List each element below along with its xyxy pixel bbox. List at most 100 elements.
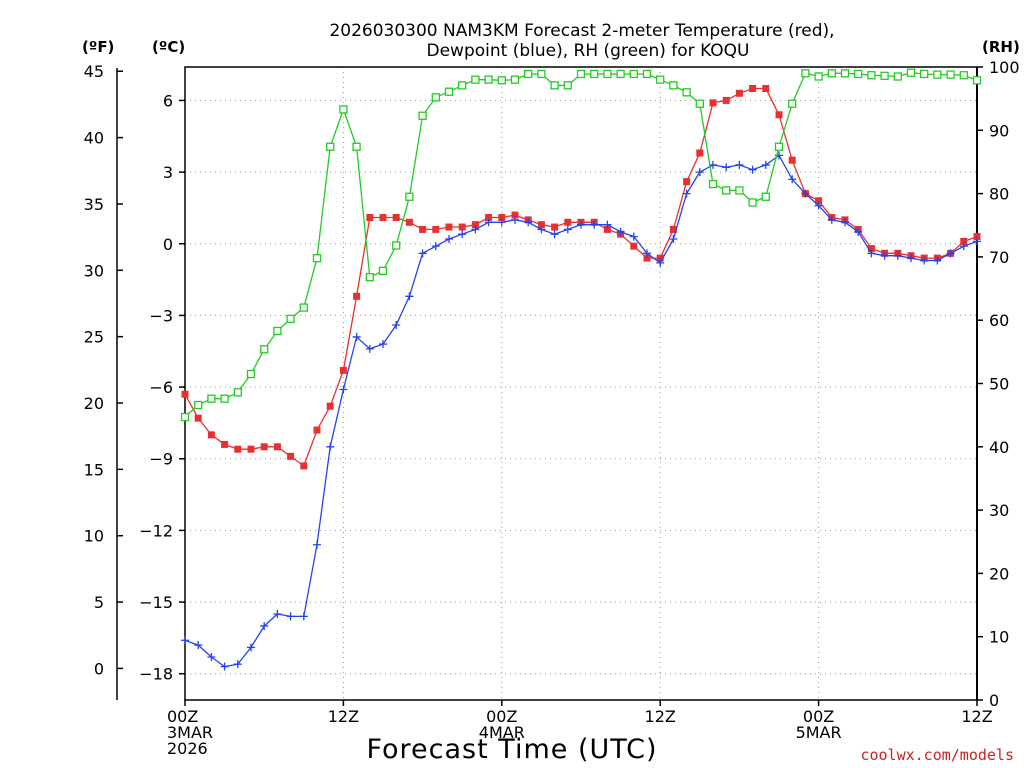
celsius-tick-label: −3 [149,306,173,325]
dewpoint-point [484,218,493,227]
dewpoint-point [801,189,810,198]
dewpoint-point [563,225,572,234]
temperature-point [775,111,783,119]
temperature-point [762,84,770,92]
x-tick-label: 4MAR [479,723,525,742]
rh-point [906,68,916,77]
rh-point [774,142,784,151]
dewpoint-point [352,332,361,341]
x-tick-label: 12Z [328,707,359,726]
temperature-point [973,233,981,241]
temperature-point [485,213,493,221]
dewpoint-point [326,442,335,451]
temperature-point [960,237,968,245]
temperature-line [184,87,978,467]
rh-point [365,273,374,282]
temperature-point [722,96,730,104]
x-tick-label: 12Z [645,707,676,726]
rh-point [458,81,467,90]
rh-point [682,88,691,97]
temperature-point [221,440,229,448]
temperature-point [630,242,638,250]
rh-point [484,75,493,84]
rh-point [920,69,929,79]
dewpoint-point [603,220,612,229]
dewpoint-point [616,227,625,236]
rh-point [827,69,836,78]
temperature-point [656,254,664,262]
x-tick-label: 2026 [167,739,208,758]
dewpoint-point [590,220,599,229]
dewpoint-point [643,249,651,258]
dewpoint-point [194,641,203,650]
dewpoint-point [471,225,480,234]
temperature-point [379,213,387,221]
celsius-unit-label: (ºC) [152,38,185,56]
temperature-point [603,225,611,233]
x-axis-title: Forecast Time (UTC) [366,734,657,765]
temperature-point [709,99,717,107]
rh-tick-label: 50 [989,375,1009,394]
temperature-point [696,149,704,157]
rh-point [471,75,480,84]
dewpoint-point [273,610,282,619]
rh-point [708,179,718,189]
rh-tick-label: 0 [989,691,999,710]
temperature-point [353,292,361,300]
temperature-point [432,225,440,233]
dewpoint-point [260,621,269,630]
rh-point [233,388,242,397]
rh-point [378,266,388,275]
celsius-tick-label: 0 [163,235,173,254]
dewpoint-point [682,189,691,198]
rh-point [563,81,572,90]
rh-point [418,111,427,120]
dewpoint-point [629,232,638,241]
dewpoint-point [907,254,915,263]
rh-tick-label: 90 [989,121,1009,140]
plot-frame [184,66,978,701]
temperature-point [445,223,453,231]
rh-point [893,72,902,81]
celsius-tick-label: −18 [139,665,173,684]
dewpoint-point [550,230,559,239]
x-tick-label: 00Z [486,707,517,726]
temperature-point [815,197,823,205]
series-temperature [181,84,981,470]
x-tick-label: 00Z [803,707,834,726]
dewpoint-point [431,242,440,251]
dewpoint-point [524,218,533,227]
fahrenheit-tick-label: 20 [84,394,104,413]
dewpoint-point [735,160,744,169]
dewpoint-point [365,344,374,353]
x-tick-label: 5MAR [796,723,842,742]
dewpoint-point [379,340,387,349]
rh-point [801,69,810,78]
dewpoint-point [695,168,704,177]
chart-title-line-2: Dewpoint (blue), RH (green) for KOQU [427,41,750,61]
dewpoint-point [537,225,546,234]
dewpoint-point [233,660,242,669]
celsius-tick-label: 6 [163,91,173,110]
rh-point [788,99,797,108]
rh-point [207,394,216,403]
dewpoint-point [933,256,942,265]
temperature-point [867,245,875,253]
rh-tick-label: 60 [989,311,1009,330]
rh-point [854,69,863,79]
temperature-point [234,445,242,453]
axis-tick-labels: 630−3−6−9−12−15−184540353025201510501009… [84,58,1020,758]
rh-point [735,186,744,195]
rh-point [286,314,295,324]
temperature-point [511,211,519,219]
rh-point [959,71,968,80]
temperature-point [287,452,295,460]
temperature-point [181,390,189,398]
rh-point [722,186,731,195]
temperature-point [551,223,559,231]
rh-tick-label: 30 [989,501,1009,520]
dewpoint-point [761,160,770,169]
rh-point [444,87,454,96]
celsius-tick-label: −9 [149,450,173,469]
dewpoint-point [497,218,506,227]
